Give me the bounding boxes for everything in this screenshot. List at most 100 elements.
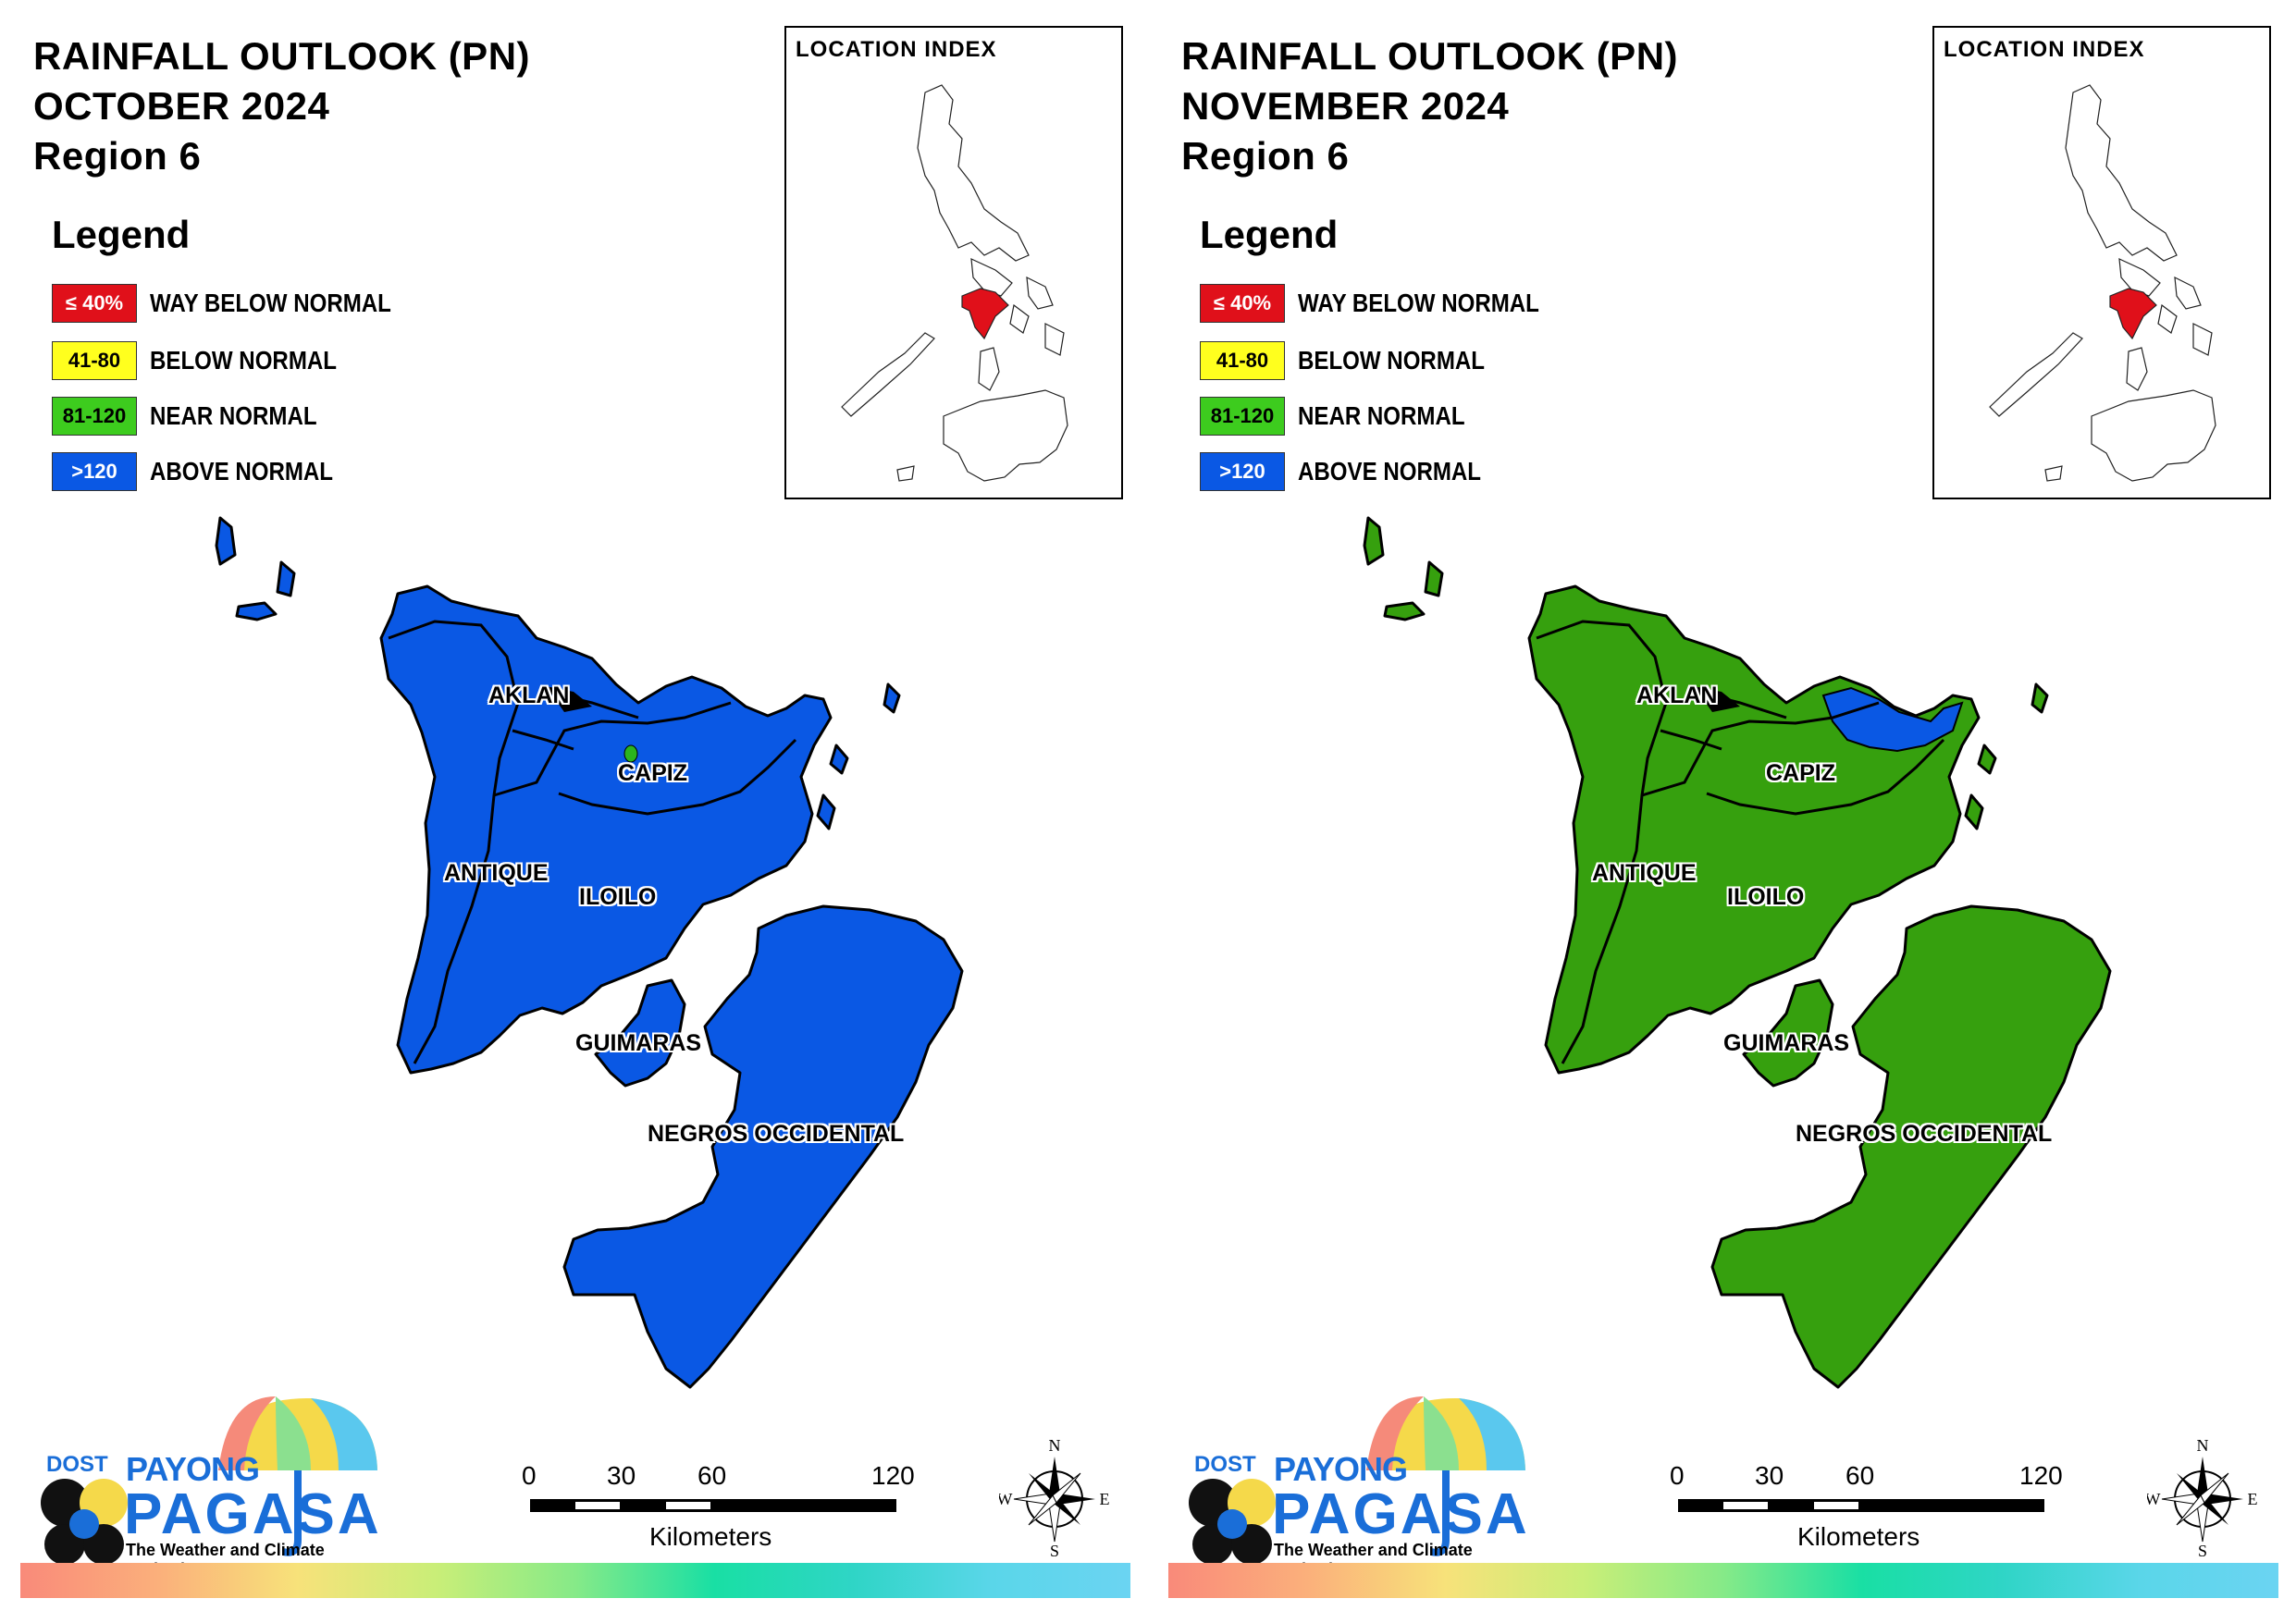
legend-swatch: 41-80 — [52, 341, 137, 380]
label-guimaras: GUIMARAS — [1723, 1030, 1850, 1056]
location-index: LOCATION INDEX — [784, 26, 1123, 499]
legend-swatch: ≤ 40% — [1200, 284, 1285, 323]
title-line-region: Region 6 — [33, 134, 202, 178]
legend-label: BELOW NORMAL — [150, 346, 337, 375]
scale-unit: Kilometers — [649, 1522, 772, 1551]
compass-w: W — [2147, 1490, 2161, 1508]
logo-dost-text: DOST — [46, 1452, 108, 1477]
compass-s: S — [1050, 1542, 1059, 1558]
legend-swatch: 41-80 — [1200, 341, 1285, 380]
label-guimaras: GUIMARAS — [575, 1030, 702, 1056]
location-index: LOCATION INDEX — [1932, 26, 2271, 499]
logo-pagasa-text: PAGASA — [1272, 1482, 1530, 1546]
province-shape-negros — [1710, 904, 2112, 1389]
label-antique: ANTIQUE — [1592, 860, 1697, 886]
logo-pagasa-text: PAGASA — [124, 1482, 382, 1546]
legend-swatch: 81-120 — [52, 397, 137, 436]
umbrella-icon — [1189, 1396, 1525, 1565]
compass-rose-icon: N S W E — [2145, 1436, 2258, 1560]
province-shape-guimaras — [594, 978, 686, 1088]
title-line-month: NOVEMBER 2024 — [1181, 84, 1510, 128]
footer-gradient-bar — [1168, 1563, 2278, 1598]
region-6-highlight — [2109, 288, 2157, 340]
legend-item-above: >120 ABOVE NORMAL — [1200, 451, 1511, 492]
title-line-product: RAINFALL OUTLOOK (PN) — [1181, 34, 1679, 78]
province-boundaries — [1536, 620, 1945, 1064]
above-normal-patch — [1821, 686, 1964, 753]
legend-label: NEAR NORMAL — [1298, 401, 1465, 430]
legend-swatch: ≤ 40% — [52, 284, 137, 323]
legend-swatch: >120 — [52, 452, 137, 491]
title-line-region: Region 6 — [1181, 134, 1350, 178]
payong-pagasa-logo: DOST PAYONG PAGASA The Weather and Clima… — [33, 1387, 394, 1579]
label-negros-occidental: NEGROS OCCIDENTAL — [648, 1121, 905, 1147]
scale-tick: 120 — [2019, 1461, 2063, 1490]
legend-label: WAY BELOW NORMAL — [1298, 289, 1539, 317]
legend-label: ABOVE NORMAL — [1298, 457, 1482, 486]
label-aklan: AKLAN — [488, 682, 570, 708]
payong-pagasa-logo: DOST PAYONG PAGASA The Weather and Clima… — [1181, 1387, 1542, 1579]
label-iloilo: ILOILO — [579, 884, 657, 910]
compass-n: N — [2197, 1438, 2209, 1455]
compass-e: E — [2248, 1490, 2258, 1508]
scale-tick: 30 — [1755, 1461, 1784, 1490]
umbrella-icon — [41, 1396, 377, 1565]
location-index-title: LOCATION INDEX — [1944, 37, 2145, 62]
legend-swatch: >120 — [1200, 452, 1285, 491]
scale-unit: Kilometers — [1797, 1522, 1920, 1551]
panel-october: RAINFALL OUTLOOK (PN) OCTOBER 2024 Regio… — [20, 26, 1130, 1598]
compass-s: S — [2198, 1542, 2207, 1558]
compass-e: E — [1100, 1490, 1110, 1508]
legend-item-near: 81-120 NEAR NORMAL — [1200, 396, 1492, 436]
panel-november: RAINFALL OUTLOOK (PN) NOVEMBER 2024 Regi… — [1148, 0, 2296, 1623]
near-normal-patch — [623, 744, 638, 763]
scale-tick: 60 — [1845, 1461, 1875, 1490]
scale-bar: 0 30 60 120 Kilometers — [1670, 1461, 2063, 1551]
map-title: RAINFALL OUTLOOK (PN) NOVEMBER 2024 Regi… — [1181, 31, 1678, 181]
logo-payong-text: PAYONG — [1274, 1450, 1408, 1488]
philippines-inset-map — [841, 84, 1068, 482]
scale-bar-graphic — [1678, 1499, 2044, 1512]
scale-tick: 30 — [607, 1461, 636, 1490]
footer-gradient-bar — [20, 1563, 1130, 1598]
label-negros-occidental: NEGROS OCCIDENTAL — [1796, 1121, 2053, 1147]
scale-bar-graphic — [530, 1499, 896, 1512]
legend-item-way-below: ≤ 40% WAY BELOW NORMAL — [52, 283, 430, 324]
legend-swatch: 81-120 — [1200, 397, 1285, 436]
compass-n: N — [1049, 1438, 1061, 1455]
scale-tick: 0 — [1670, 1461, 1685, 1490]
map-title: RAINFALL OUTLOOK (PN) OCTOBER 2024 Regio… — [33, 31, 530, 181]
compass-w: W — [999, 1490, 1013, 1508]
legend-label: WAY BELOW NORMAL — [150, 289, 391, 317]
scale-tick: 0 — [522, 1461, 537, 1490]
legend-item-below: 41-80 BELOW NORMAL — [1200, 340, 1515, 381]
legend-label: ABOVE NORMAL — [150, 457, 334, 486]
label-capiz: CAPIZ — [618, 760, 687, 786]
region-6-map — [1363, 516, 2112, 1389]
location-index-title: LOCATION INDEX — [796, 37, 997, 62]
logo-dost-text: DOST — [1194, 1452, 1256, 1477]
scale-tick: 60 — [697, 1461, 727, 1490]
legend-item-way-below: ≤ 40% WAY BELOW NORMAL — [1200, 283, 1578, 324]
legend-item-below: 41-80 BELOW NORMAL — [52, 340, 367, 381]
legend-title: Legend — [1200, 213, 1339, 256]
legend-item-near: 81-120 NEAR NORMAL — [52, 396, 344, 436]
label-capiz: CAPIZ — [1766, 760, 1835, 786]
scale-bar: 0 30 60 120 Kilometers — [522, 1461, 915, 1551]
title-line-product: RAINFALL OUTLOOK (PN) — [33, 34, 531, 78]
label-antique: ANTIQUE — [444, 860, 549, 886]
legend-title: Legend — [52, 213, 191, 256]
province-shape-negros — [562, 904, 964, 1389]
legend-label: BELOW NORMAL — [1298, 346, 1485, 375]
province-shape-guimaras — [1742, 978, 1834, 1088]
region-6-highlight — [961, 288, 1009, 340]
label-aklan: AKLAN — [1636, 682, 1718, 708]
philippines-inset-map — [1989, 84, 2216, 482]
legend-item-above: >120 ABOVE NORMAL — [52, 451, 363, 492]
region-6-map — [215, 516, 964, 1389]
scale-tick: 120 — [871, 1461, 915, 1490]
label-iloilo: ILOILO — [1727, 884, 1805, 910]
logo-payong-text: PAYONG — [126, 1450, 260, 1488]
legend-label: NEAR NORMAL — [150, 401, 317, 430]
title-line-month: OCTOBER 2024 — [33, 84, 330, 128]
